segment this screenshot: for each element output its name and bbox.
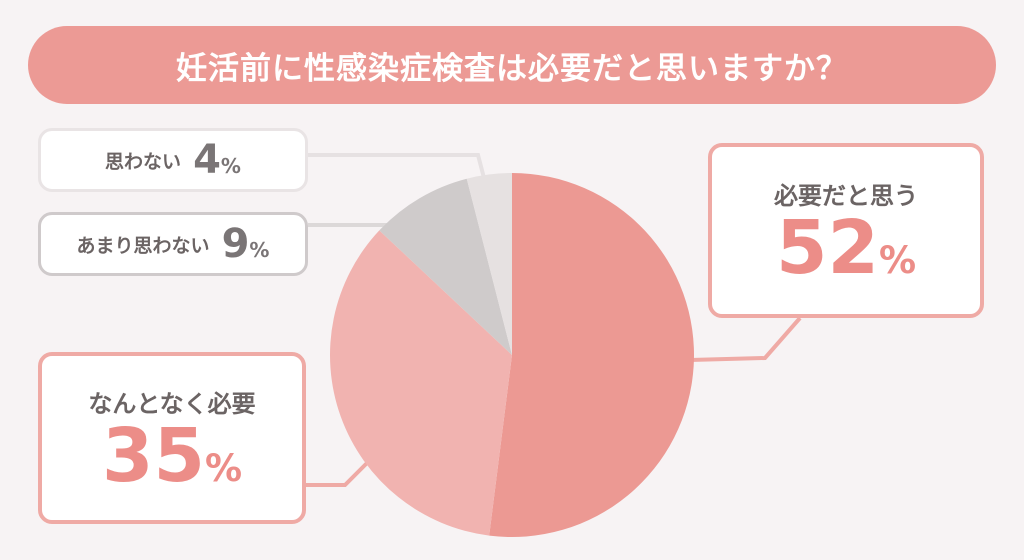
slice-label: 思わない [105,150,182,173]
slice-value: 52% [776,211,916,285]
pie-slice-0 [489,173,694,537]
value-number: 35 [101,412,205,499]
pie-slice-2 [379,178,512,355]
value-number: 52 [775,205,879,291]
unit: % [220,154,241,178]
slice-label: 必要だと思う [774,182,918,210]
pie-slices [330,173,694,537]
slice-value: 9% [222,221,270,267]
slice-value: 35% [102,419,242,493]
leader-line-52 [689,316,802,362]
leader-line-35 [305,458,372,487]
value-number: 4 [193,137,221,183]
label-box-omowanai: 思わない 4% [38,128,308,192]
unit: % [204,446,243,490]
unit: % [878,239,917,282]
slice-value: 4% [193,137,241,183]
leader-line-4 [308,153,486,179]
label-box-amari: あまり思わない 9% [38,212,308,276]
unit: % [249,238,270,262]
slice-label: あまり思わない [76,234,210,257]
pie-slice-1 [330,230,512,536]
value-number: 9 [221,221,250,267]
chart-title: 妊活前に性感染症検査は必要だと思いますか？ [28,26,996,104]
label-box-hitsuyou: 必要だと思う 52% [708,143,984,318]
label-box-nantonaku: なんとなく必要 35% [38,352,306,524]
pie-slice-3 [466,173,512,355]
slice-label: なんとなく必要 [88,389,256,418]
